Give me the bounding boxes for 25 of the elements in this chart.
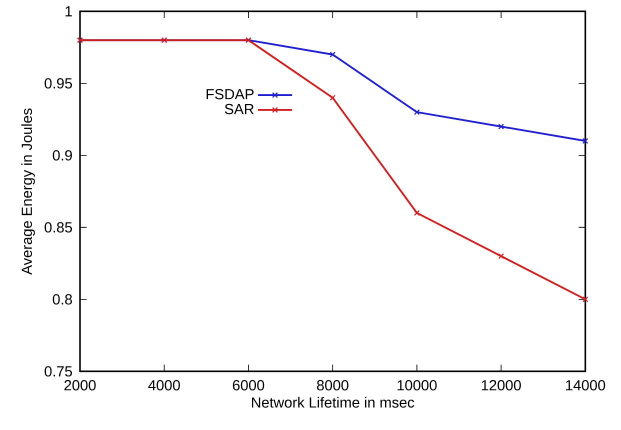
- x-tick-label: 12000: [482, 380, 521, 390]
- point: [582, 296, 588, 302]
- x-tick-label: 2000: [64, 380, 96, 390]
- legend-label: FSDAP: [206, 88, 254, 100]
- y-tick-label: 0.9: [52, 150, 72, 161]
- point: [582, 138, 588, 144]
- point: [414, 210, 420, 216]
- point: [414, 109, 420, 116]
- point: [330, 52, 336, 58]
- point: [330, 94, 336, 101]
- x-tick-label: 4000: [148, 380, 180, 390]
- x-axis-title: Network Lifetime in msec: [252, 396, 414, 408]
- y-tick-label: 0.85: [44, 222, 72, 233]
- x-tick-label: 6000: [232, 380, 264, 390]
- legend-label: SAR: [224, 104, 254, 114]
- x-tick-label: 10000: [398, 380, 437, 390]
- y-tick-label: 0.8: [52, 294, 72, 305]
- point: [498, 124, 504, 130]
- x-tick-label: 14000: [566, 380, 606, 390]
- y-axis-title: Average Energy in Joules: [21, 108, 35, 275]
- y-tick-label: 1: [66, 6, 72, 16]
- point: [498, 253, 504, 260]
- y-tick-label: 0.75: [44, 366, 72, 377]
- y-tick-label: 0.95: [44, 78, 72, 89]
- x-tick-label: 8000: [316, 380, 348, 390]
